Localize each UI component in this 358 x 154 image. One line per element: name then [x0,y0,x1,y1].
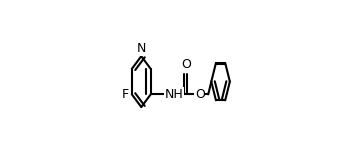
Text: F: F [122,88,129,101]
Text: NH: NH [165,88,183,101]
Text: O: O [195,88,205,101]
Text: N: N [137,43,146,55]
Text: O: O [181,58,191,71]
